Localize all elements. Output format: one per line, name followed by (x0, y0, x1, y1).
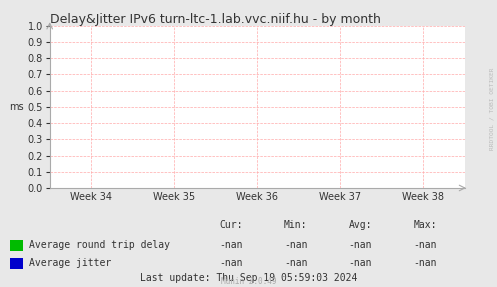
Text: Cur:: Cur: (219, 220, 243, 230)
Y-axis label: ms: ms (9, 102, 23, 112)
Text: Average jitter: Average jitter (29, 259, 111, 268)
Text: -nan: -nan (219, 259, 243, 268)
Text: Avg:: Avg: (348, 220, 372, 230)
Text: -nan: -nan (413, 259, 437, 268)
Text: Average round trip delay: Average round trip delay (29, 241, 170, 250)
Text: RRDTOOL / TOBI OETIKER: RRDTOOL / TOBI OETIKER (490, 68, 495, 150)
Text: Last update: Thu Sep 19 05:59:03 2024: Last update: Thu Sep 19 05:59:03 2024 (140, 273, 357, 283)
Text: -nan: -nan (219, 241, 243, 250)
Text: Min:: Min: (284, 220, 308, 230)
Text: -nan: -nan (348, 241, 372, 250)
Text: -nan: -nan (348, 259, 372, 268)
Text: Delay&Jitter IPv6 turn-ltc-1.lab.vvc.niif.hu - by month: Delay&Jitter IPv6 turn-ltc-1.lab.vvc.nii… (50, 13, 381, 26)
Text: -nan: -nan (284, 241, 308, 250)
Text: Max:: Max: (413, 220, 437, 230)
Text: Munin 2.0.49: Munin 2.0.49 (221, 277, 276, 286)
Text: -nan: -nan (413, 241, 437, 250)
Text: -nan: -nan (284, 259, 308, 268)
